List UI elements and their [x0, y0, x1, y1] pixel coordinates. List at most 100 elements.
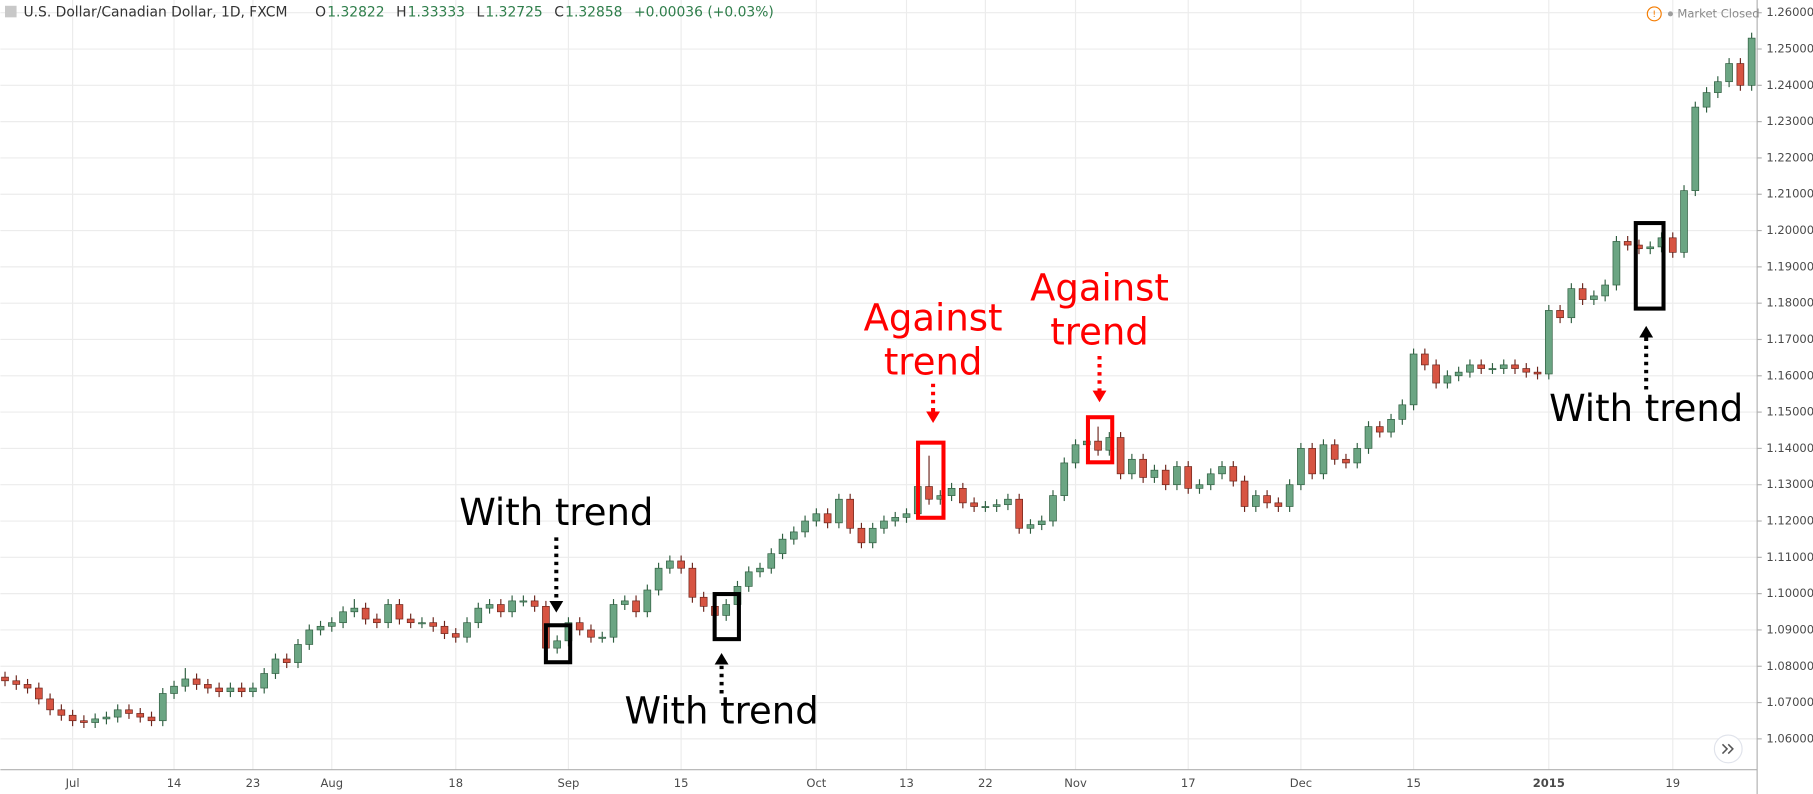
annotation-arrowhead — [926, 411, 941, 424]
candle-body — [1173, 466, 1181, 486]
status-icon — [1646, 6, 1662, 22]
candle-body — [1, 676, 9, 682]
x-tick-label: 19 — [1665, 776, 1680, 790]
candle-body — [1511, 364, 1519, 369]
annotation-text: trend — [1050, 311, 1149, 354]
y-tick-label: 1.08000 — [1766, 659, 1813, 673]
y-tick-label: 1.06000 — [1766, 731, 1813, 745]
annotation-box — [916, 440, 946, 520]
candle-body — [271, 658, 280, 674]
candle-body — [451, 633, 460, 638]
candle-body — [812, 513, 821, 522]
candle-body — [1432, 364, 1440, 384]
ohlc-value: 1.32725 — [485, 5, 542, 21]
candle-body — [925, 486, 933, 500]
annotation-text: With trend — [459, 491, 653, 534]
candle-body — [1218, 466, 1226, 475]
candle-body — [891, 517, 900, 522]
candle-body — [1623, 241, 1632, 246]
candle-body — [80, 720, 88, 723]
candle-body — [846, 498, 854, 529]
candle-body — [1736, 63, 1745, 86]
candle-body — [1691, 106, 1700, 191]
grid — [0, 0, 1758, 770]
candle-body — [339, 611, 347, 624]
candle-body — [1240, 480, 1249, 507]
candle-body — [35, 687, 43, 700]
y-tick-label: 1.10000 — [1766, 586, 1813, 600]
candle-body — [192, 678, 201, 685]
candle-body — [609, 604, 618, 638]
candle-body — [1319, 444, 1328, 475]
candle-body — [666, 560, 674, 569]
candle-body — [620, 600, 629, 605]
candle-body — [1466, 364, 1474, 373]
candle-body — [249, 687, 257, 693]
candle-body — [1049, 495, 1057, 522]
ohlc-value: 1.32858 — [565, 5, 622, 21]
chart-title: U.S. Dollar/Canadian Dollar, 1D, FXCM — [24, 5, 288, 21]
y-tick-label: 1.14000 — [1766, 441, 1813, 455]
candle-body — [113, 709, 122, 718]
candle-body — [147, 716, 156, 722]
candle-body — [643, 589, 652, 613]
candle-body — [947, 487, 956, 496]
candle-body — [429, 622, 438, 627]
candle-body — [68, 714, 77, 722]
candle-body — [1206, 473, 1215, 486]
candle-body — [1421, 353, 1429, 366]
candle-body — [778, 538, 787, 555]
candle-body — [1533, 371, 1542, 375]
candle-body — [823, 513, 832, 524]
candle-body — [699, 596, 708, 607]
candle-body — [1499, 364, 1508, 369]
status-dot — [1667, 11, 1673, 17]
axes: 1.06000 1.07000 1.08000 1.09000 1.10000 1.110… — [65, 5, 1813, 790]
x-tick-label: 13 — [899, 776, 914, 790]
candle-body — [1004, 498, 1012, 506]
candle-body — [835, 498, 843, 524]
candle-body — [1229, 466, 1238, 482]
candle-body — [1252, 495, 1260, 507]
scroll-button[interactable] — [1713, 734, 1743, 764]
candle-body — [1353, 448, 1362, 464]
candle-body — [767, 553, 776, 569]
candle-body — [158, 693, 167, 722]
x-tick-label: 17 — [1181, 776, 1196, 790]
candle-body — [395, 604, 404, 620]
candle-body — [530, 600, 539, 607]
y-tick-label: 1.13000 — [1766, 477, 1813, 491]
candle-body — [204, 684, 212, 689]
x-tick-label: Jul — [65, 776, 80, 790]
candle-body — [1128, 458, 1136, 475]
candle-body — [1285, 484, 1294, 507]
ohlc-label: L — [477, 5, 485, 21]
y-tick-label: 1.26000 — [1766, 5, 1813, 19]
annotation-box — [1633, 221, 1666, 311]
x-tick-label: 15 — [1406, 776, 1421, 790]
candle-body — [654, 567, 663, 591]
ohlc-label: H — [396, 5, 406, 21]
y-tick-label: 1.20000 — [1766, 223, 1813, 237]
candle-body — [1714, 81, 1722, 93]
candle-body — [1375, 426, 1384, 433]
candle-body — [1646, 246, 1655, 250]
y-tick-label: 1.22000 — [1766, 150, 1813, 164]
candle-body — [1556, 310, 1564, 319]
candle-body — [1668, 237, 1677, 253]
candle-body — [497, 604, 505, 613]
candle-body — [1274, 502, 1283, 507]
ohlc-label: C — [554, 5, 564, 21]
status-icon-mark: ! — [1652, 9, 1656, 20]
candle-body — [1567, 288, 1576, 319]
scroll-button-icon — [1721, 743, 1734, 755]
candle-body — [1443, 375, 1452, 384]
y-tick-label: 1.18000 — [1766, 296, 1813, 310]
header: U.S. Dollar/Canadian Dollar, 1D, FXCM ! … — [5, 5, 1760, 22]
y-tick-label: 1.19000 — [1766, 259, 1813, 273]
candle-body — [1116, 437, 1125, 475]
candle-body — [1015, 498, 1023, 529]
candle-body — [282, 658, 291, 663]
candle-body — [1578, 288, 1587, 300]
x-tick-label: Aug — [321, 776, 344, 790]
